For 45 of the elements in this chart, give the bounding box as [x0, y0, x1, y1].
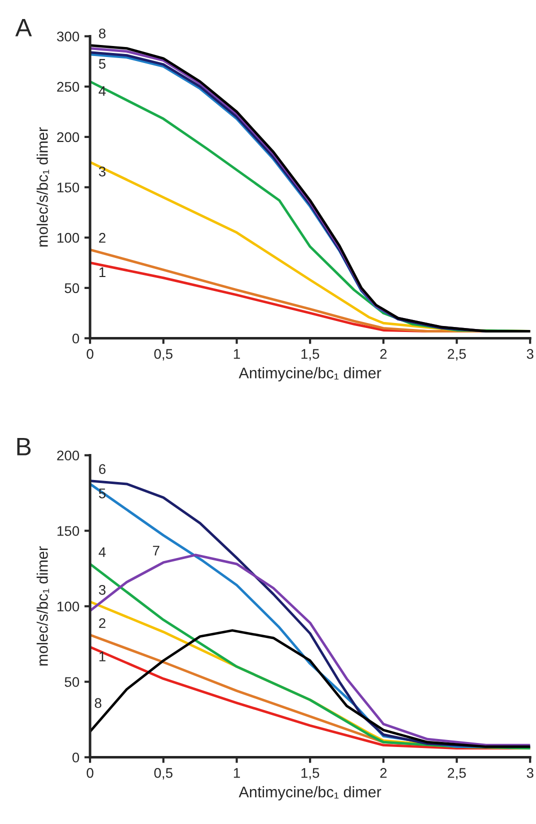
x-tick-label: 1,5: [301, 349, 320, 361]
chart-title: B: [17, 438, 31, 456]
series-label: 2: [99, 232, 106, 243]
y-tick-label: 200: [57, 450, 80, 460]
y-tick-label: 100: [58, 602, 80, 612]
x-tick-label: 2,5: [448, 768, 466, 780]
series-label: 2: [99, 618, 106, 628]
y-tick-label: 300: [56, 32, 80, 42]
x-tick-label: 0,5: [154, 349, 172, 361]
x-tick-label: 3: [526, 768, 534, 778]
chart-title: A: [15, 19, 32, 36]
x-tick-label: 2,5: [448, 349, 466, 361]
series-label: 7: [152, 546, 160, 556]
series-label: 8: [98, 28, 106, 38]
series-label: 4: [98, 547, 106, 557]
x-tick-label: 0: [86, 768, 94, 778]
series-label: 1: [99, 267, 106, 277]
y-tick-label: 200: [57, 132, 80, 142]
y-tick-label: 50: [64, 677, 80, 687]
x-tick-label: 1,5: [301, 768, 320, 780]
series-label: 4: [98, 86, 106, 96]
x-tick-label: 2: [380, 349, 387, 359]
series-label: 5: [98, 59, 106, 69]
x-tick-label: 1: [234, 768, 240, 778]
x-tick-label: 3: [526, 349, 534, 359]
y-tick-label: 0: [72, 334, 80, 344]
x-tick-label: 0,5: [154, 768, 172, 780]
y-axis-title: molec/s/bc₁ dimer: [36, 546, 50, 666]
series-label: 3: [98, 166, 106, 176]
y-tick-label: 250: [57, 82, 80, 92]
y-tick-label: 100: [58, 232, 80, 243]
x-tick-label: 2: [380, 768, 387, 778]
x-axis-title: Antimycine/bc₁ dimer: [238, 786, 382, 800]
x-tick-label: 1: [234, 349, 240, 359]
series-label: 3: [98, 584, 106, 595]
y-tick-label: 150: [58, 526, 80, 536]
series-label: 6: [99, 464, 106, 474]
y-tick-label: 0: [72, 752, 80, 762]
y-axis-title: molec/s/bc₁ dimer: [36, 127, 50, 247]
series-label: 8: [94, 698, 102, 708]
x-axis-title: Antimycine/bc₁ dimer: [238, 367, 382, 382]
series-label: 1: [99, 652, 106, 662]
y-tick-label: 150: [58, 182, 80, 192]
y-tick-label: 50: [64, 283, 80, 294]
x-tick-label: 0: [86, 349, 94, 359]
